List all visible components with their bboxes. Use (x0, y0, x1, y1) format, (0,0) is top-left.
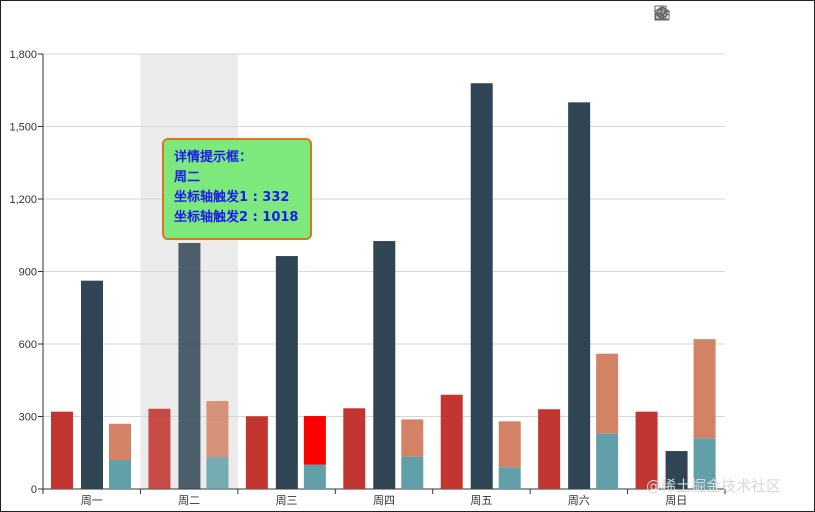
y-tick-label: 300 (19, 412, 37, 424)
tooltip-series1: 坐标轴触发1 : 332 (174, 190, 290, 205)
x-tick-label: 周六 (568, 494, 590, 507)
bar-series4 (109, 423, 131, 460)
bar-series2 (178, 242, 201, 489)
x-tick-label: 周三 (276, 494, 298, 507)
tooltip-title: 详情提示框： (174, 150, 253, 165)
restore-icon[interactable] (656, 5, 778, 25)
tooltip: 详情提示框： 周二 坐标轴触发1 : 332 坐标轴触发2 : 1018 (162, 138, 312, 240)
bar-series4 (693, 339, 716, 439)
bar-chart-icon[interactable] (655, 5, 726, 25)
y-tick-label: 600 (19, 339, 37, 351)
y-tick-label: 1,800 (9, 49, 37, 61)
bar-series2 (665, 451, 688, 489)
bar-series3 (401, 456, 424, 489)
bar-series2 (470, 83, 493, 489)
tooltip-category: 周二 (174, 170, 201, 185)
x-tick-label: 周四 (373, 494, 395, 507)
bar-series4 (596, 353, 619, 434)
bar-series2 (373, 241, 396, 489)
y-tick-label: 1,200 (9, 194, 37, 206)
x-tick-label: 周一 (81, 494, 103, 507)
watermark: @稀土掘金技术社区 (646, 477, 782, 495)
line-chart-icon[interactable] (655, 5, 700, 25)
bar-series1 (245, 416, 268, 489)
bar-series3 (498, 467, 521, 489)
x-tick-label: 周五 (470, 494, 492, 507)
x-tick-label: 周日 (665, 494, 687, 507)
bar-series4 (401, 419, 424, 457)
y-tick-label: 1,500 (9, 122, 37, 134)
bar-series1 (148, 408, 171, 489)
bar-series2 (81, 280, 103, 489)
save-image-icon[interactable] (656, 5, 804, 25)
bar-series1 (343, 408, 366, 489)
bar-series2 (275, 256, 298, 489)
bar-series3 (303, 464, 326, 489)
x-tick-label: 周二 (178, 494, 200, 507)
bar-series3 (596, 433, 619, 489)
chart-toolbar (654, 5, 804, 25)
stack-icon[interactable] (654, 5, 752, 25)
y-tick-label: 0 (31, 484, 37, 496)
bar-series4 (498, 421, 521, 468)
bar-series1 (440, 394, 463, 489)
bar-series3 (693, 438, 716, 489)
bar-series1 (538, 409, 561, 489)
bar-series1 (51, 411, 73, 489)
bar-series3 (206, 457, 229, 489)
tooltip-series2: 坐标轴触发2 : 1018 (174, 210, 299, 225)
bar-series4 (303, 416, 326, 465)
y-tick-label: 900 (19, 267, 37, 279)
bar-series3 (109, 460, 131, 489)
bar-series4 (206, 401, 229, 458)
bar-series1 (635, 411, 658, 489)
bar-series2 (568, 102, 591, 489)
